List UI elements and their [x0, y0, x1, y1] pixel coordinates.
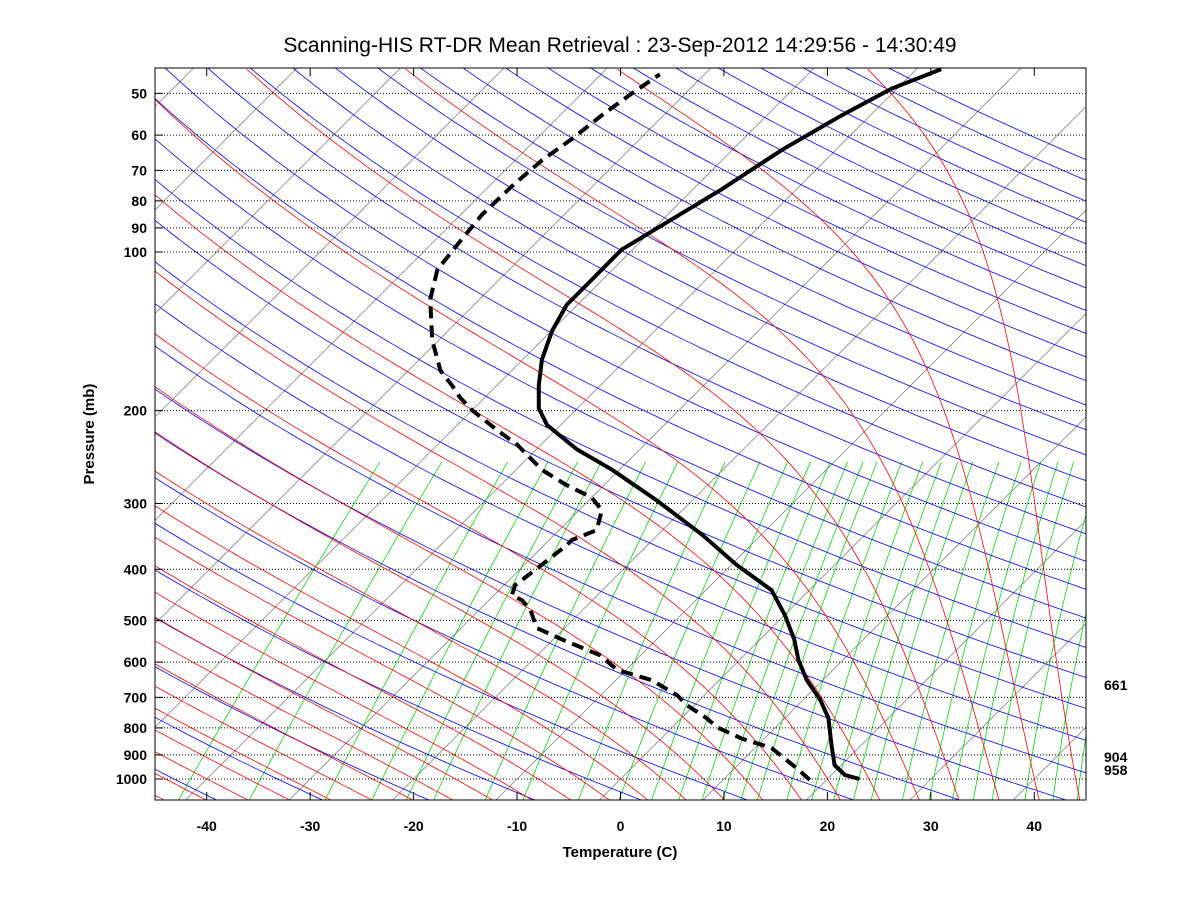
- x-tick-label: 20: [820, 818, 836, 834]
- dry-adiabat-line: [0, 68, 218, 801]
- dry-adiabat-line: [37, 68, 1200, 801]
- isotherm-line: [185, 68, 918, 801]
- isotherm-line: [909, 68, 1200, 801]
- x-axis-ticks: -40 -30 -20 -10 0 10 20 30 40: [197, 68, 1043, 834]
- mixing-ratio-line: [406, 462, 578, 801]
- mixing-ratio-line: [834, 462, 942, 801]
- moist-adiabat-line: [0, 69, 208, 801]
- moist-adiabat-line: [0, 69, 81, 801]
- moist-adiabat-line: [0, 69, 333, 801]
- y-tick-label: 900: [124, 747, 148, 763]
- y-tick-label: 400: [124, 561, 148, 577]
- dry-adiabat-line: [760, 68, 1200, 801]
- y-tick-label: 80: [131, 193, 147, 209]
- isotherm-line: [806, 68, 1200, 801]
- dry-adiabat-line: [0, 68, 1200, 801]
- x-tick-label: -10: [507, 818, 527, 834]
- x-tick-label: 0: [617, 818, 625, 834]
- chart-title: Scanning-HIS RT-DR Mean Retrieval : 23-S…: [283, 34, 956, 57]
- moist-adiabat-line: [0, 69, 725, 801]
- dry-adiabat-line: [292, 68, 1200, 801]
- y-tick-label: 600: [124, 654, 148, 670]
- moist-adiabat-line: [0, 69, 533, 801]
- background-lines: [0, 68, 1200, 801]
- mixing-ratio-line: [871, 462, 973, 801]
- dry-adiabat-line: [0, 68, 1175, 801]
- level-annotation: 958: [1104, 762, 1128, 778]
- dry-adiabat-line: [207, 68, 1200, 801]
- mixing-ratio-line: [578, 462, 725, 801]
- dry-adiabat-line: [250, 68, 1200, 801]
- plot-frame: [155, 68, 1086, 800]
- dry-adiabat-line: [165, 68, 1200, 801]
- dry-adiabat-line: [0, 68, 431, 801]
- moist-adiabat-line: [247, 69, 959, 801]
- dry-adiabat-line: [0, 68, 1200, 801]
- x-tick-label: 40: [1026, 818, 1042, 834]
- x-axis-label: Temperature (C): [563, 844, 678, 861]
- mixing-ratio-line: [325, 462, 508, 801]
- dry-adiabat-line: [845, 68, 1200, 801]
- y-tick-label: 90: [131, 220, 147, 236]
- y-tick-label: 100: [124, 244, 148, 260]
- mixing-ratio-line: [702, 462, 831, 801]
- y-tick-label: 70: [131, 162, 147, 178]
- isotherm-line: [0, 68, 711, 801]
- mixing-ratio-line: [372, 462, 549, 801]
- mixing-ratio-line: [853, 462, 958, 801]
- isotherm-line: [1116, 68, 1200, 801]
- x-tick-label: -20: [403, 818, 423, 834]
- dry-adiabat-line: [0, 68, 1200, 801]
- isotherm-line: [82, 68, 815, 801]
- x-tick-label: 10: [716, 818, 732, 834]
- isotherm-line: [0, 68, 401, 801]
- dry-adiabat-line: [420, 68, 1200, 801]
- dry-adiabat-line: [717, 68, 1200, 801]
- y-tick-label: 800: [124, 720, 148, 736]
- y-tick-label: 50: [131, 85, 147, 101]
- dry-adiabat-line: [547, 68, 1200, 801]
- dry-adiabat-line: [505, 68, 1200, 801]
- dry-adiabat-line: [462, 68, 1200, 801]
- dry-adiabat-line: [0, 68, 324, 801]
- x-tick-label: -30: [300, 818, 320, 834]
- mixing-ratio-line: [741, 462, 864, 801]
- y-tick-label: 700: [124, 689, 148, 705]
- y-axis-label: Pressure (mb): [81, 384, 98, 485]
- isotherm-line: [0, 68, 298, 801]
- level-annotation: 661: [1104, 677, 1128, 693]
- y-tick-label: 300: [124, 495, 148, 511]
- mixing-ratio-line: [786, 462, 901, 801]
- y-tick-label: 500: [124, 612, 148, 628]
- mixing-ratio-line: [178, 462, 380, 801]
- y-axis-ticks: 50 60 70 80 90 100 200 300 400 500 600 700 800 900 100…: [116, 85, 163, 787]
- moist-adiabat-line: [0, 69, 124, 801]
- moist-adiabat-line: [0, 69, 374, 801]
- isotherm-line: [288, 68, 1021, 801]
- isotherm-line: [0, 68, 505, 801]
- isotherm-line: [0, 68, 91, 801]
- dry-adiabat-line: [0, 68, 6, 801]
- moist-adiabat-line: [0, 69, 414, 801]
- y-tick-label: 60: [131, 127, 147, 143]
- y-tick-label: 1000: [116, 771, 147, 787]
- x-tick-label: -40: [197, 818, 217, 834]
- dry-adiabat-line: [0, 68, 750, 801]
- moist-adiabat-line: [0, 69, 39, 801]
- y-tick-label: 200: [124, 403, 148, 419]
- moist-adiabat-line: [0, 69, 802, 801]
- x-tick-label: 30: [923, 818, 939, 834]
